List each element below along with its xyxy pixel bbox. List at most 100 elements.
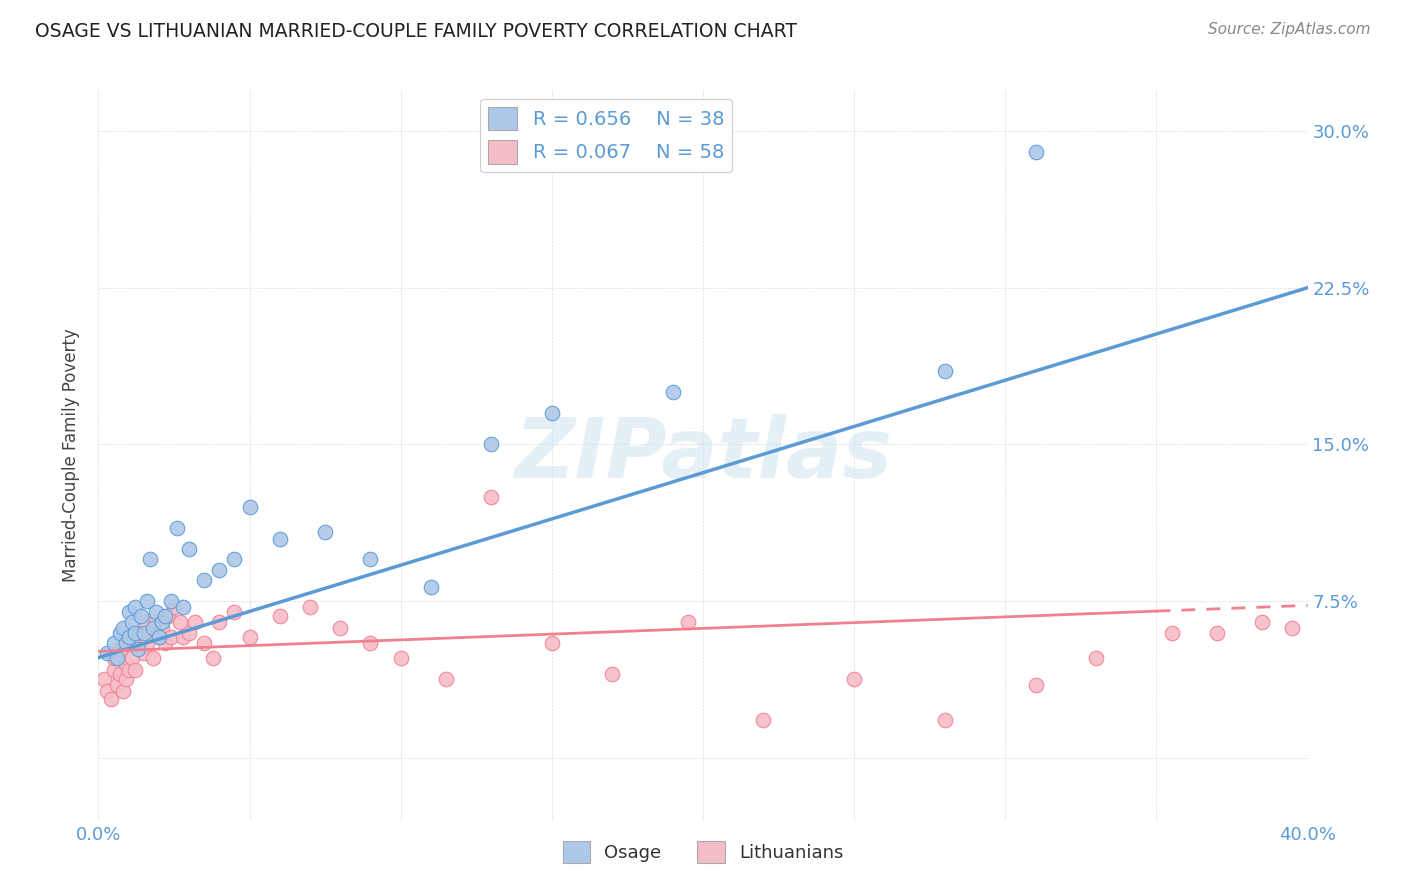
- Point: [121, 615, 143, 629]
- Point: [1024, 678, 1046, 692]
- Point: [108, 642, 131, 657]
- Point: [118, 630, 141, 644]
- Text: OSAGE VS LITHUANIAN MARRIED-COUPLE FAMILY POVERTY CORRELATION CHART: OSAGE VS LITHUANIAN MARRIED-COUPLE FAMIL…: [35, 22, 797, 41]
- Point: [193, 574, 215, 588]
- Point: [145, 605, 167, 619]
- Text: Source: ZipAtlas.com: Source: ZipAtlas.com: [1208, 22, 1371, 37]
- Point: [481, 490, 503, 504]
- Point: [208, 615, 231, 629]
- Point: [540, 636, 562, 650]
- Point: [124, 625, 146, 640]
- Point: [129, 608, 152, 623]
- Point: [239, 630, 262, 644]
- Point: [239, 500, 262, 515]
- Point: [129, 625, 152, 640]
- Point: [108, 625, 131, 640]
- Point: [124, 630, 146, 644]
- Point: [934, 364, 956, 378]
- Point: [153, 636, 176, 650]
- Point: [269, 608, 291, 623]
- Point: [193, 636, 215, 650]
- Point: [132, 615, 155, 629]
- Point: [1281, 621, 1303, 635]
- Point: [481, 437, 503, 451]
- Point: [127, 636, 149, 650]
- Point: [360, 636, 382, 650]
- Point: [224, 605, 246, 619]
- Point: [389, 650, 412, 665]
- Point: [329, 621, 352, 635]
- Point: [103, 663, 125, 677]
- Point: [121, 650, 143, 665]
- Point: [202, 650, 225, 665]
- Point: [179, 625, 201, 640]
- Point: [111, 684, 134, 698]
- Point: [114, 636, 136, 650]
- Point: [160, 594, 183, 608]
- Point: [1251, 615, 1274, 629]
- Point: [1160, 625, 1182, 640]
- Point: [179, 541, 201, 556]
- Point: [169, 615, 191, 629]
- Legend: Osage, Lithuanians: Osage, Lithuanians: [555, 834, 851, 870]
- Point: [166, 521, 188, 535]
- Point: [118, 636, 141, 650]
- Point: [132, 625, 155, 640]
- Point: [184, 615, 207, 629]
- Point: [139, 552, 162, 566]
- Point: [1206, 625, 1229, 640]
- Point: [142, 650, 165, 665]
- Point: [844, 672, 866, 686]
- Point: [224, 552, 246, 566]
- Point: [124, 663, 146, 677]
- Point: [148, 630, 170, 644]
- Point: [150, 621, 173, 635]
- Point: [108, 667, 131, 681]
- Point: [100, 692, 122, 706]
- Point: [314, 525, 336, 540]
- Point: [111, 621, 134, 635]
- Point: [124, 600, 146, 615]
- Point: [156, 608, 179, 623]
- Point: [118, 605, 141, 619]
- Point: [360, 552, 382, 566]
- Point: [540, 406, 562, 420]
- Point: [163, 600, 186, 615]
- Point: [208, 563, 231, 577]
- Point: [269, 532, 291, 546]
- Point: [103, 636, 125, 650]
- Point: [105, 678, 128, 692]
- Point: [434, 672, 457, 686]
- Point: [172, 600, 194, 615]
- Point: [145, 615, 167, 629]
- Y-axis label: Married-Couple Family Poverty: Married-Couple Family Poverty: [62, 328, 80, 582]
- Point: [420, 580, 443, 594]
- Point: [299, 600, 322, 615]
- Point: [127, 642, 149, 657]
- Point: [96, 647, 118, 661]
- Point: [135, 594, 157, 608]
- Point: [1085, 650, 1108, 665]
- Point: [934, 714, 956, 728]
- Point: [114, 672, 136, 686]
- Text: ZIPatlas: ZIPatlas: [515, 415, 891, 495]
- Point: [148, 630, 170, 644]
- Point: [150, 615, 173, 629]
- Point: [118, 663, 141, 677]
- Point: [93, 672, 115, 686]
- Point: [132, 647, 155, 661]
- Point: [676, 615, 699, 629]
- Point: [103, 650, 125, 665]
- Point: [139, 625, 162, 640]
- Point: [752, 714, 775, 728]
- Point: [172, 630, 194, 644]
- Point: [661, 385, 683, 400]
- Point: [105, 650, 128, 665]
- Point: [114, 657, 136, 671]
- Point: [160, 630, 183, 644]
- Point: [602, 667, 624, 681]
- Point: [135, 636, 157, 650]
- Point: [142, 621, 165, 635]
- Point: [96, 684, 118, 698]
- Point: [1024, 145, 1046, 159]
